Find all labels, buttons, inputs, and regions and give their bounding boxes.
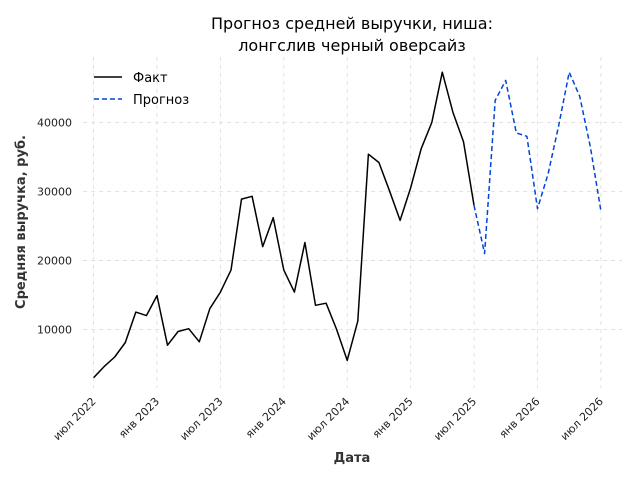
x-tick-label: июл 2022 — [51, 395, 99, 443]
chart-title-line-2: лонгслив черный оверсайз — [238, 36, 466, 55]
x-tick-label: июл 2024 — [304, 395, 352, 443]
chart-title-line-1: Прогноз средней выручки, ниша: — [211, 14, 493, 33]
legend-label: Прогноз — [133, 93, 189, 108]
x-tick-label: янв 2023 — [116, 395, 162, 441]
x-tick-label: янв 2025 — [370, 395, 416, 441]
y-tick-label: 10000 — [37, 323, 72, 336]
y-axis-label: Средняя выручка, руб. — [14, 135, 29, 309]
forecast-series-line — [473, 71, 602, 255]
legend: Факт Прогноз — [94, 71, 189, 108]
legend-label: Факт — [133, 71, 168, 86]
y-tick-label: 20000 — [37, 254, 72, 267]
x-tick-label: июл 2023 — [177, 395, 225, 443]
x-tick-label: июл 2025 — [431, 395, 479, 443]
actual-series-line — [93, 71, 475, 379]
grid — [83, 57, 622, 388]
x-axis-ticks: июл 2022 янв 2023 июл 2023 янв 2024 июл 2024… — [51, 395, 606, 443]
y-axis-ticks: 10000 20000 30000 40000 — [37, 117, 72, 337]
series-lines — [93, 71, 602, 379]
x-tick-label: янв 2024 — [243, 395, 289, 441]
x-axis-label: Дата — [334, 451, 371, 466]
x-tick-label: июл 2026 — [558, 395, 606, 443]
y-tick-label: 30000 — [37, 185, 72, 198]
y-tick-label: 40000 — [37, 117, 72, 130]
x-tick-label: янв 2026 — [497, 395, 543, 441]
